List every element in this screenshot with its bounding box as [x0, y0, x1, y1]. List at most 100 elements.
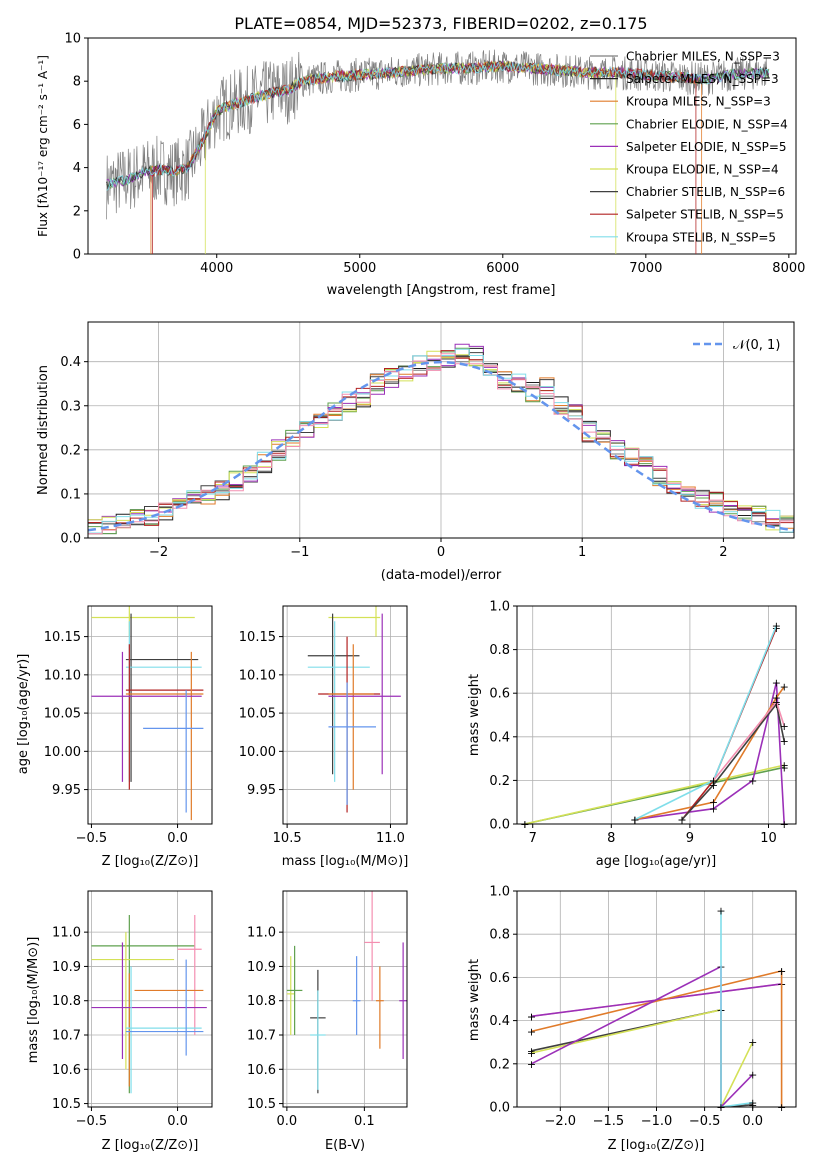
y-tick-label: 10.9	[52, 960, 81, 975]
weight-marker: +	[709, 796, 718, 809]
x-tick-label: 10.5	[273, 831, 302, 846]
x-tick-label: 4000	[200, 261, 233, 276]
y-tick-label: 0.6	[489, 687, 510, 702]
x-tick-label: 9	[686, 831, 694, 846]
weight-marker: +	[780, 761, 789, 774]
z-age-panel: −0.5 0.0 9.95 10.00 10.05 10.10 10.15 Z [log₁…	[16, 605, 213, 869]
weight-marker: +	[677, 814, 686, 827]
y-tick-label: 10.5	[52, 1097, 81, 1112]
z-age-points	[91, 606, 204, 821]
mass-age-panel: 10.5 11.0 9.95 10.00 10.05 10.10 10.15 mass […	[239, 605, 408, 869]
weight-marker: +	[677, 814, 686, 827]
y-tick-label: 10.6	[247, 1063, 276, 1078]
legend-label: Kroupa MILES, N_SSP=3	[626, 95, 771, 109]
weight-line	[681, 627, 778, 821]
y-tick-label: 10.00	[239, 745, 276, 760]
y-tick-label: 0.4	[60, 355, 81, 370]
weight-marker: +	[780, 681, 789, 694]
y-tick-label: 0.0	[489, 1101, 510, 1116]
weight-marker: +	[748, 1097, 757, 1110]
weight-marker: +	[748, 1099, 757, 1112]
weight-marker: +	[527, 1010, 536, 1023]
x-tick-label: 7000	[629, 261, 662, 276]
legend-label: Salpeter STELIB, N_SSP=5	[626, 208, 784, 222]
y-tick-label: 10.8	[247, 994, 276, 1009]
x-tick-label: 0.1	[354, 1114, 375, 1129]
z-age-ylabel: age [log₁₀(age/yr)]	[16, 654, 31, 775]
weight-marker: +	[772, 698, 781, 711]
model-spectrum	[150, 60, 703, 254]
age-weight-ylabel: mass weight	[467, 674, 482, 756]
residual-ylabel: Normed distribution	[36, 365, 51, 495]
y-tick-label: 2	[73, 204, 81, 219]
y-tick-label: 8	[73, 75, 81, 90]
y-tick-label: 11.0	[52, 926, 81, 941]
ebv-mass-axes	[282, 890, 408, 1108]
weight-line	[524, 764, 785, 825]
y-tick-label: 1.0	[489, 885, 510, 900]
weight-line	[531, 1008, 753, 1108]
spectrum-axes	[87, 37, 797, 255]
y-tick-label: 10.15	[239, 630, 276, 645]
y-tick-label: 10.7	[52, 1029, 81, 1044]
age-weight-yticks: 0.0 0.2 0.4 0.6 0.8 1.0	[489, 600, 517, 833]
weight-marker: +	[630, 814, 639, 827]
x-tick-label: 6000	[486, 261, 519, 276]
weight-marker: +	[772, 692, 781, 705]
normal-curve	[87, 360, 795, 532]
age-weight-panel: ++++++++++++++++++++++++++ 7 8 9 10 0.00.20…	[467, 600, 797, 869]
y-tick-label: 10.6	[52, 1063, 81, 1078]
weight-marker: +	[630, 814, 639, 827]
z-weight-xticks: −2.0 −1.5 −1.0 −0.5 0.0	[545, 1107, 763, 1129]
legend-label: Salpeter ELODIE, N_SSP=5	[626, 140, 787, 154]
z-weight-yticks: 0.0 0.2 0.4 0.6 0.8 1.0	[489, 885, 517, 1116]
y-tick-label: 1.0	[489, 600, 510, 615]
y-tick-label: 10.5	[247, 1097, 276, 1112]
legend-label: Kroupa ELODIE, N_SSP=4	[626, 163, 779, 177]
weight-marker: +	[527, 1045, 536, 1058]
z-weight-panel: +++++++++ +++++++++++ +++ −2.0 −1.5 −1.0 −0.5…	[467, 885, 797, 1153]
legend-label: Chabrier MILES, N_SSP=3	[626, 50, 780, 64]
x-tick-label: 8	[607, 831, 615, 846]
x-tick-label: 0.0	[277, 1114, 298, 1129]
weight-line	[712, 700, 785, 781]
y-tick-label: 0.3	[60, 399, 81, 414]
x-tick-label: 11.0	[376, 831, 405, 846]
y-tick-label: 0.0	[60, 532, 81, 547]
y-tick-label: 10.8	[52, 994, 81, 1009]
y-tick-label: 0.4	[489, 1014, 510, 1029]
model-spectrum	[151, 60, 697, 254]
weight-line	[531, 965, 754, 1109]
z-mass-ylabel: mass [log₁₀(M/M⊙)]	[26, 937, 41, 1064]
normal-legend-label: 𝒩(0, 1)	[733, 338, 780, 353]
y-tick-label: 4	[73, 161, 81, 176]
z-mass-axes	[87, 890, 213, 1108]
observed-spectrum	[106, 49, 769, 220]
mass-age-points	[307, 606, 401, 813]
weight-marker: +	[772, 620, 781, 633]
z-age-xlabel: Z [log₁₀(Z/Z⊙)]	[102, 854, 199, 869]
z-weight-xlabel: Z [log₁₀(Z/Z⊙)]	[608, 1138, 705, 1153]
spectrum-xlabel: wavelength [Angstrom, rest frame]	[327, 283, 556, 298]
ebv-mass-panel: 0.0 0.1 10.5 10.6 10.7 10.8 10.9 11.0 E(B-V)	[247, 890, 408, 1153]
weight-marker: +	[709, 774, 718, 787]
weight-marker: +	[772, 622, 781, 635]
ebv-mass-xticks: 0.0 0.1	[277, 1107, 375, 1129]
y-tick-label: 10.9	[247, 960, 276, 975]
y-tick-label: 0	[73, 248, 81, 263]
spectrum-title: PLATE=0854, MJD=52373, FIBERID=0202, z=0…	[234, 14, 647, 33]
legend-label: Salpeter MILES, N_SSP=3	[626, 72, 779, 86]
z-age-xticks: −0.5 0.0	[76, 824, 188, 846]
x-tick-label: −2	[149, 545, 168, 560]
y-tick-label: 10.15	[44, 630, 81, 645]
x-tick-label: 5000	[343, 261, 376, 276]
y-tick-label: 0.4	[489, 730, 510, 745]
weight-marker: +	[748, 1036, 757, 1049]
mass-age-axes	[282, 605, 408, 825]
x-tick-label: −1	[290, 545, 309, 560]
weight-marker: +	[709, 779, 718, 792]
weight-marker: +	[772, 676, 781, 689]
y-tick-label: 11.0	[247, 926, 276, 941]
residual-panel: −2 −1 0 1 2 0.0 0.1 0.2 0.3 0.4 (data-model)/err…	[36, 321, 795, 583]
legend-label: Chabrier STELIB, N_SSP=6	[626, 185, 785, 199]
